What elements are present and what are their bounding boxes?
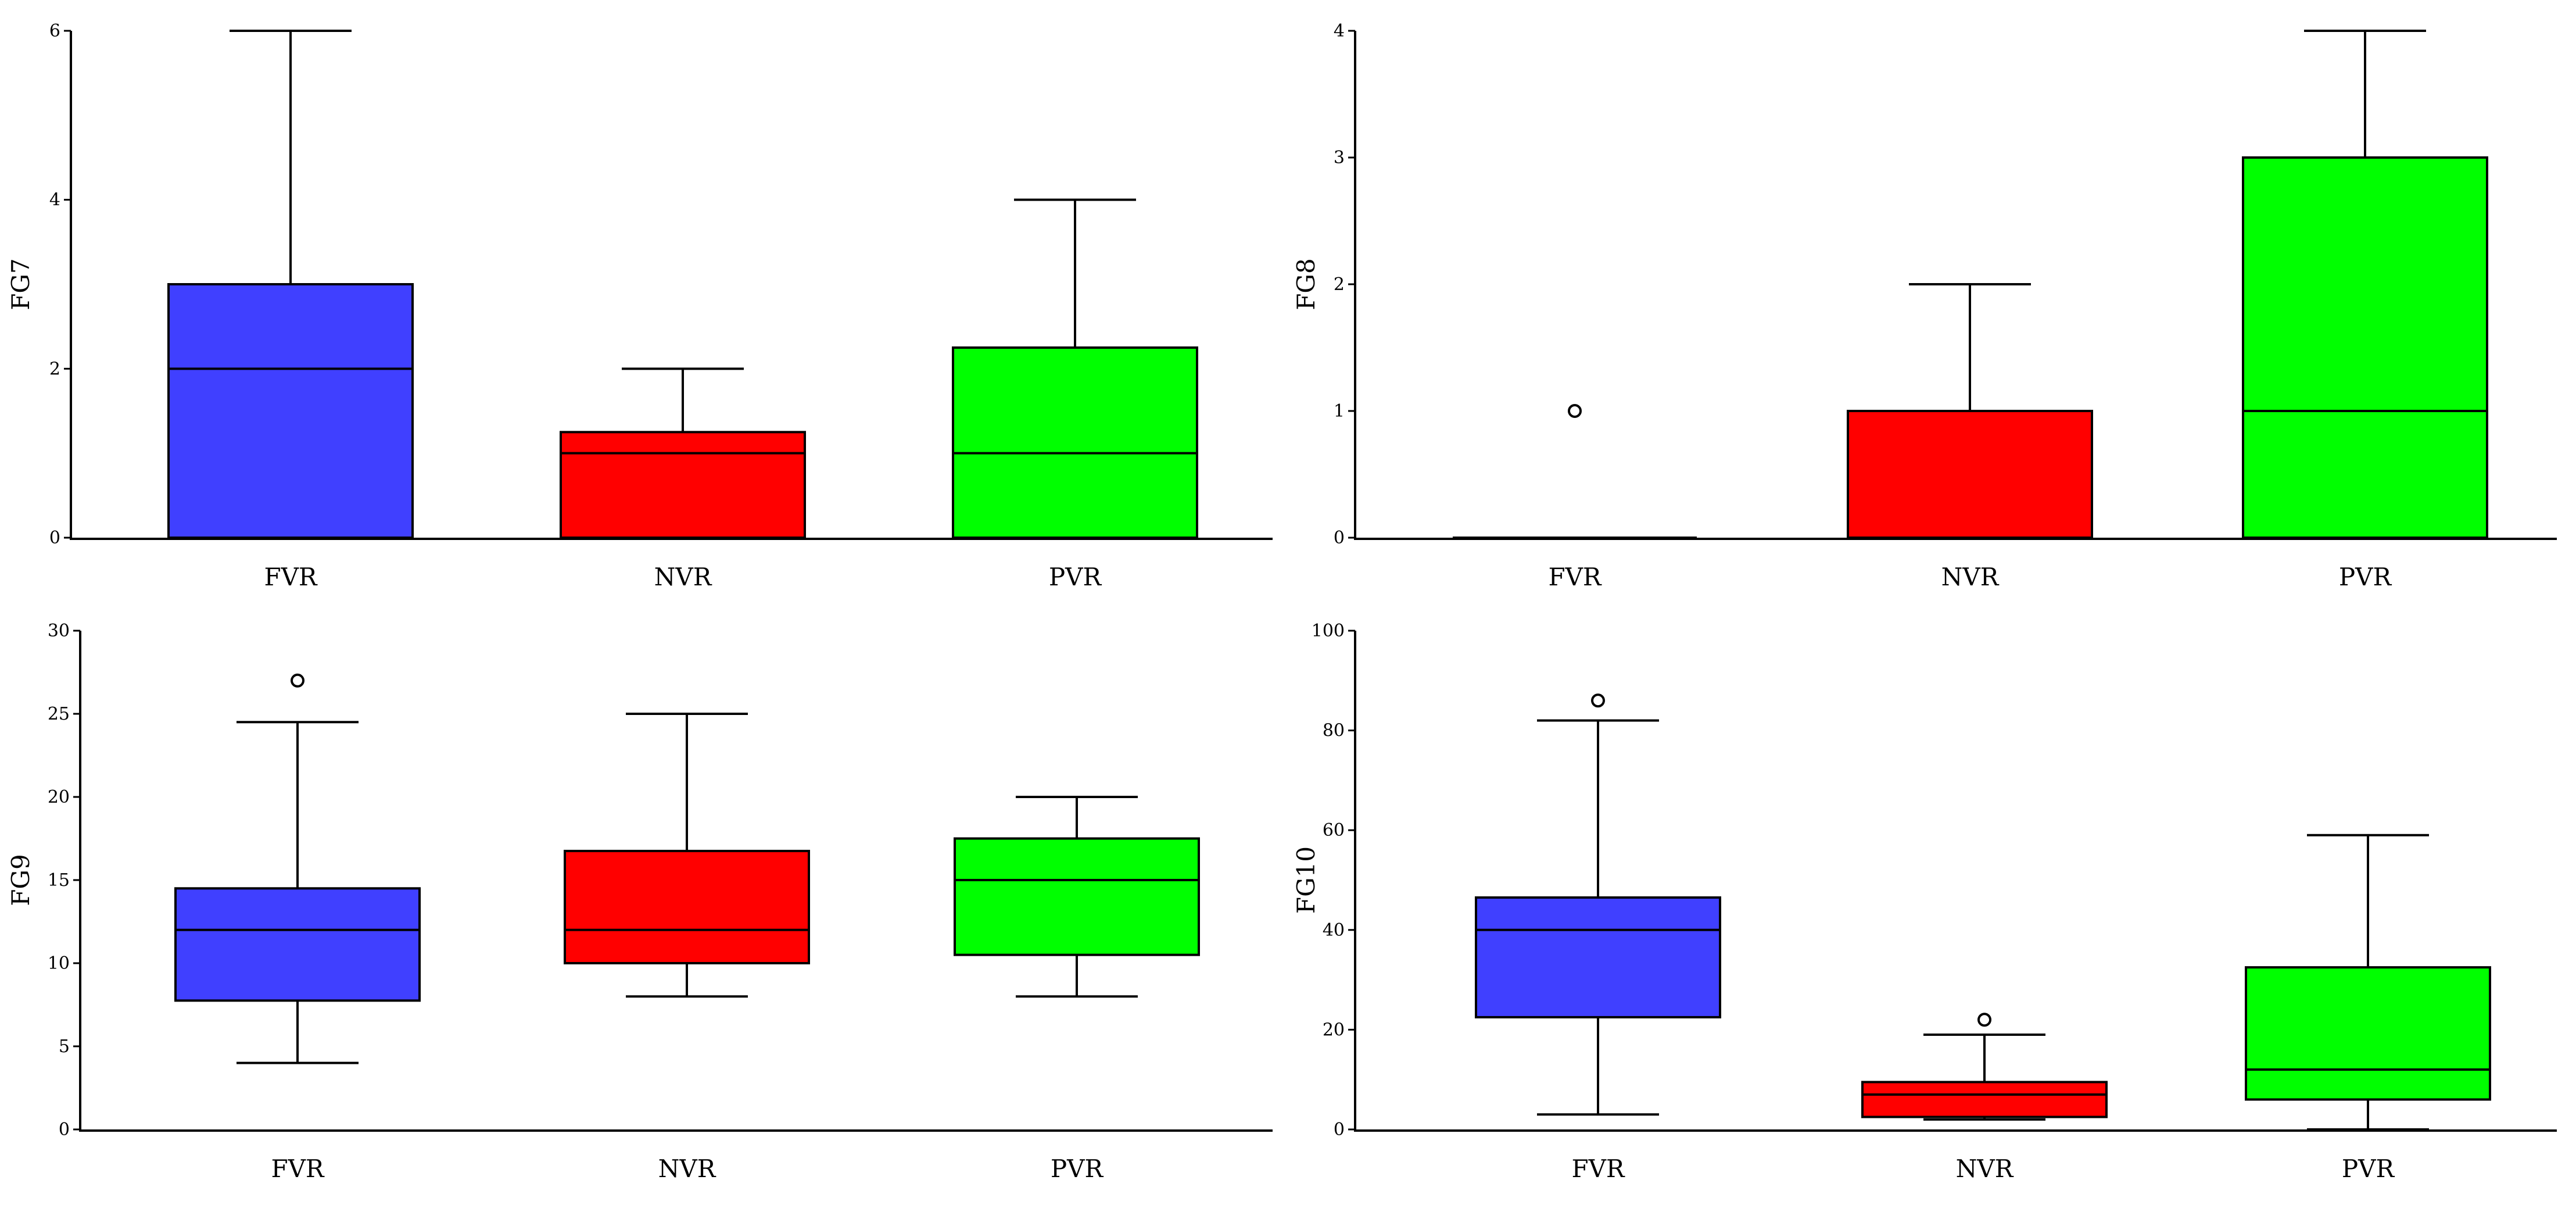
y-tick-label: 5 [59,1036,70,1057]
category-label: NVR [658,1154,716,1183]
outlier-point [1591,693,1605,708]
panel-fg9: 0 5 10 15 20 25 30 FG9 FVR NVR PVR [6,621,1273,1183]
y-axis-title: FG10 [1292,846,1320,914]
box-pvr [2245,966,2491,1101]
box-nvr [1847,410,2093,539]
outlier-point [1977,1013,1991,1027]
y-tick-label: 20 [1323,1020,1345,1040]
panel-fg10: 0 20 40 60 80 100 FG10 FVR NVR PVR [1292,621,2557,1183]
y-tick-label: 2 [49,359,60,379]
outlier-point [1568,404,1582,418]
category-label: FVR [264,563,317,591]
y-tick-label: 25 [48,704,70,724]
category-label: NVR [1941,563,2000,591]
category-label: PVR [1051,1154,1104,1183]
category-label: NVR [1956,1154,2014,1183]
y-tick-label: 10 [48,953,70,974]
category-label: PVR [2342,1154,2395,1183]
category-label: NVR [654,563,712,591]
y-tick-label: 60 [1323,820,1345,841]
box-pvr [952,346,1198,539]
box-nvr [564,849,810,964]
y-tick-label: 1 [1334,401,1345,421]
y-axis-title: FG7 [6,258,35,310]
box-pvr [2242,156,2488,539]
category-label: FVR [271,1154,324,1183]
y-tick-label: 40 [1323,920,1345,941]
panel-fg7: 0 2 4 6 FG7 FVR NVR PVR [6,21,1273,591]
box-nvr [560,431,806,539]
outlier-point [291,673,304,688]
y-tick-label: 6 [49,21,60,41]
y-tick-label: 3 [1334,148,1345,168]
box-fvr [174,887,421,1002]
y-tick-label: 15 [48,870,70,891]
category-label: FVR [1548,563,1602,591]
category-label: PVR [2339,563,2392,591]
box-fvr [167,283,414,539]
y-tick-label: 4 [1334,21,1345,41]
y-axis-title: FG8 [1292,258,1320,310]
y-tick-label: 30 [48,621,70,641]
y-tick-label: 4 [49,190,60,210]
y-tick-label: 0 [1334,528,1345,548]
y-tick-label: 0 [59,1120,70,1140]
y-tick-label: 0 [49,528,60,548]
y-tick-label: 100 [1312,621,1345,641]
y-tick-label: 20 [48,787,70,807]
box-fvr [1475,896,1721,1018]
box-pvr [954,837,1200,956]
category-label: PVR [1049,563,1102,591]
y-tick-label: 80 [1323,721,1345,741]
box-nvr [1861,1081,2108,1118]
panel-fg8: 0 1 2 3 4 FG8 FVR NVR PVR [1292,21,2557,591]
category-label: FVR [1571,1154,1625,1183]
y-axis-title: FG9 [6,854,35,906]
y-tick-label: 0 [1334,1120,1345,1140]
y-tick-label: 2 [1334,274,1345,295]
